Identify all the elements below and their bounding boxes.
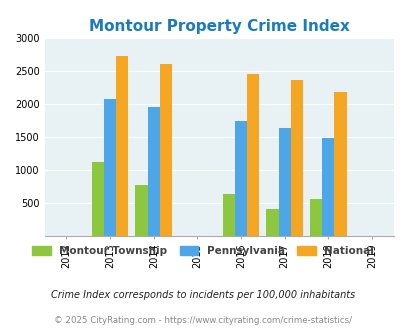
Bar — [278, 128, 290, 236]
Legend: Montour Township, Pennsylvania, National: Montour Township, Pennsylvania, National — [28, 242, 377, 260]
Bar — [160, 64, 172, 236]
Bar — [135, 185, 147, 236]
Bar — [322, 138, 334, 236]
Bar — [234, 121, 247, 236]
Bar — [92, 162, 104, 236]
Bar — [147, 107, 160, 236]
Bar — [222, 194, 234, 236]
Bar — [334, 92, 346, 236]
Bar — [247, 74, 259, 236]
Title: Montour Property Crime Index: Montour Property Crime Index — [89, 19, 349, 34]
Bar — [266, 209, 278, 236]
Bar — [116, 56, 128, 236]
Bar — [290, 80, 302, 236]
Text: © 2025 CityRating.com - https://www.cityrating.com/crime-statistics/: © 2025 CityRating.com - https://www.city… — [54, 316, 351, 325]
Bar — [309, 199, 322, 236]
Text: Crime Index corresponds to incidents per 100,000 inhabitants: Crime Index corresponds to incidents per… — [51, 290, 354, 300]
Bar — [104, 99, 116, 236]
